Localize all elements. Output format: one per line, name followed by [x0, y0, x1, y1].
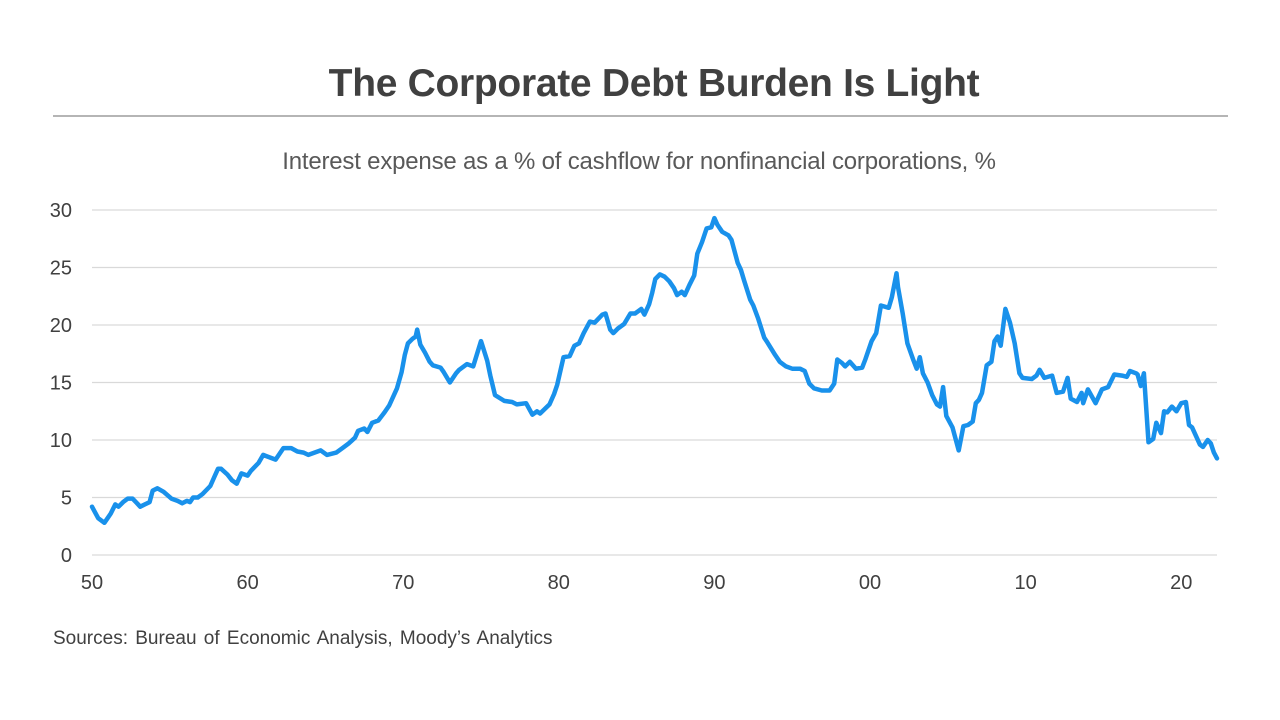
title-divider — [53, 115, 1228, 117]
chart-subtitle: Interest expense as a % of cashflow for … — [282, 148, 996, 175]
x-axis-tick-labels: 50 60 70 80 90 00 10 20 — [81, 572, 1192, 594]
x-tick-label: 70 — [392, 572, 414, 594]
x-tick-label: 90 — [703, 572, 725, 594]
y-tick-label: 20 — [50, 315, 72, 337]
series-layer — [89, 215, 1220, 526]
x-tick-label: 80 — [548, 572, 570, 594]
y-tick-label: 5 — [61, 488, 72, 510]
chart-title: The Corporate Debt Burden Is Light — [328, 62, 980, 105]
x-tick-label: 00 — [859, 572, 881, 594]
series-line-interest-expense — [89, 215, 1220, 526]
y-tick-label: 0 — [61, 545, 72, 567]
gridlines — [92, 209, 1217, 556]
source-note: Sources: Bureau of Economic Analysis, Mo… — [53, 628, 553, 649]
y-axis-tick-labels: 0 5 10 15 20 25 30 — [50, 200, 72, 567]
x-tick-label: 50 — [81, 572, 103, 594]
y-tick-label: 25 — [50, 258, 72, 280]
x-tick-label: 60 — [236, 572, 258, 594]
x-tick-label: 20 — [1170, 572, 1192, 594]
y-tick-label: 30 — [50, 200, 72, 222]
y-tick-label: 15 — [50, 373, 72, 395]
x-tick-label: 10 — [1014, 572, 1036, 594]
y-tick-label: 10 — [50, 430, 72, 452]
